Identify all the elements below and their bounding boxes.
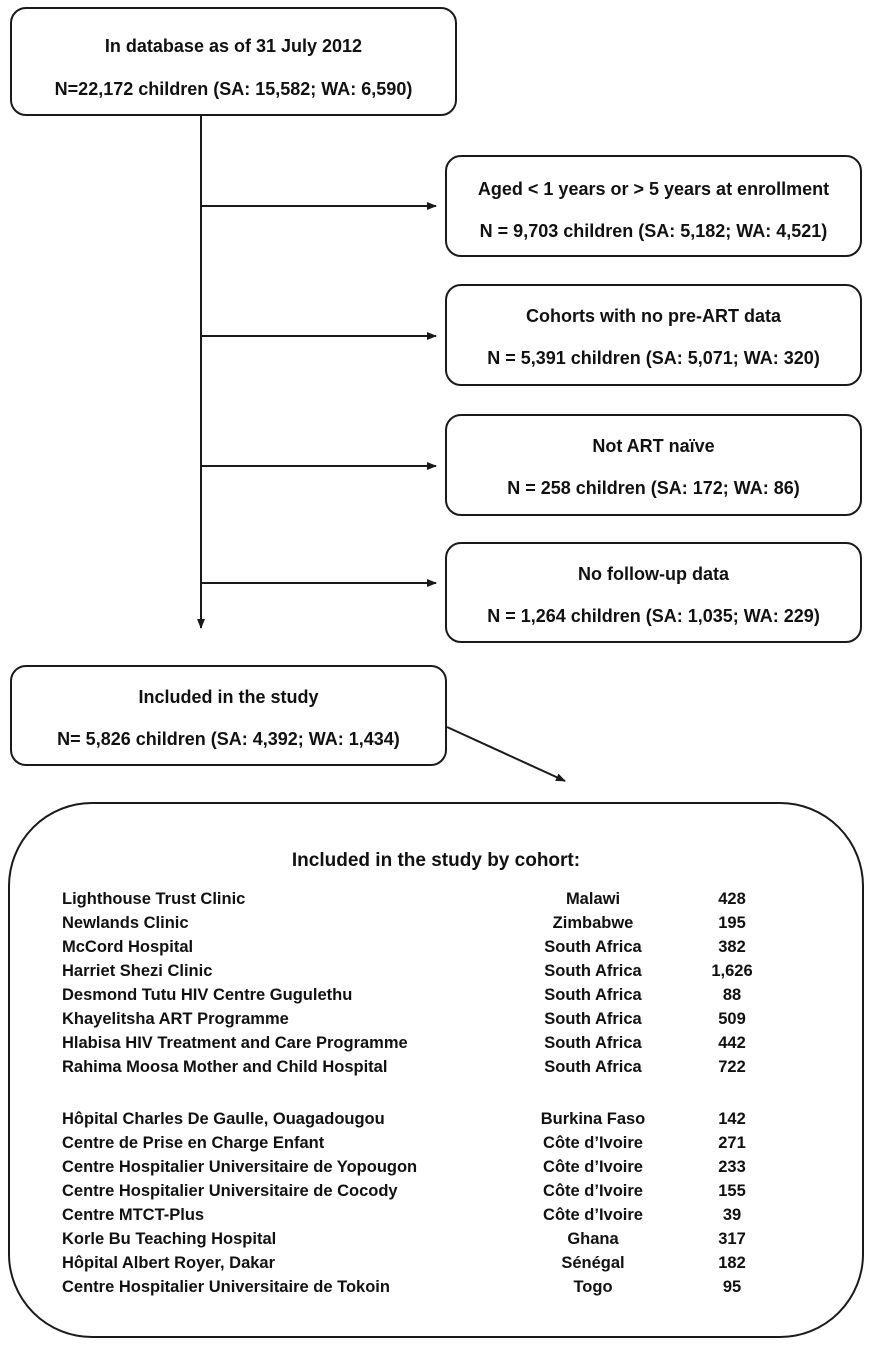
exclusion-box-age: Aged < 1 years or > 5 years at enrollmen… [445, 155, 862, 257]
cohort-country: South Africa [544, 1034, 642, 1052]
cohort-country: Côte d’Ivoire [543, 1182, 643, 1200]
cohort-country: Ghana [567, 1230, 619, 1248]
cohort-name: Centre Hospitalier Universitaire de Coco… [62, 1182, 398, 1200]
exclusion-box-count: N = 9,703 children (SA: 5,182; WA: 4,521… [479, 221, 828, 241]
cohort-country: South Africa [544, 962, 642, 980]
cohort-count: 39 [722, 1206, 742, 1224]
cohort-count: 1,626 [711, 962, 753, 980]
exclusion-box-count: N = 5,391 children (SA: 5,071; WA: 320) [487, 348, 820, 368]
cohort-country: Côte d’Ivoire [543, 1158, 643, 1176]
cohort-count: 233 [718, 1158, 746, 1176]
cohort-count: 142 [718, 1110, 746, 1128]
exclusion-box-title: Not ART naïve [592, 436, 715, 456]
exclusion-box-count: N = 1,264 children (SA: 1,035; WA: 229) [487, 606, 820, 626]
cohort-table-title: Included in the study by cohort: [291, 850, 581, 871]
table-row: Khayelitsha ART Programme South Africa 5… [10, 1010, 862, 1032]
table-row: Centre de Prise en Charge Enfant Côte d’… [10, 1134, 862, 1156]
cohort-count: 95 [722, 1278, 742, 1296]
table-row: Korle Bu Teaching Hospital Ghana 317 [10, 1230, 862, 1252]
cohort-country: Sénégal [561, 1254, 625, 1272]
database-box-count: N=22,172 children (SA: 15,582; WA: 6,590… [54, 79, 413, 99]
cohort-name: Harriet Shezi Clinic [62, 962, 213, 980]
cohort-name: Centre Hospitalier Universitaire de Toko… [62, 1278, 390, 1296]
included-box: Included in the study N= 5,826 children … [10, 665, 447, 766]
cohort-name: Korle Bu Teaching Hospital [62, 1230, 277, 1248]
database-box: In database as of 31 July 2012 N=22,172 … [10, 7, 457, 116]
table-row: Desmond Tutu HIV Centre Gugulethu South … [10, 986, 862, 1008]
exclusion-box-no-follow-up: No follow-up data N = 1,264 children (SA… [445, 542, 862, 643]
cohort-name: Centre MTCT-Plus [62, 1206, 205, 1224]
cohort-country: Togo [573, 1278, 613, 1296]
cohort-count: 155 [718, 1182, 746, 1200]
cohort-count: 182 [718, 1254, 746, 1272]
cohort-name: Khayelitsha ART Programme [62, 1010, 289, 1028]
cohort-name: Hôpital Charles De Gaulle, Ouagadougou [62, 1110, 385, 1128]
cohort-country: South Africa [544, 938, 642, 956]
cohort-count: 442 [718, 1034, 746, 1052]
table-row: Centre Hospitalier Universitaire de Toko… [10, 1278, 862, 1300]
cohort-country: Malawi [565, 890, 621, 908]
cohort-name: Centre de Prise en Charge Enfant [62, 1134, 325, 1152]
cohort-count: 317 [718, 1230, 746, 1248]
table-row: Rahima Moosa Mother and Child Hospital S… [10, 1058, 862, 1080]
table-row: Hlabisa HIV Treatment and Care Programme… [10, 1034, 862, 1056]
table-row: Centre Hospitalier Universitaire de Coco… [10, 1182, 862, 1204]
cohort-country: South Africa [544, 1058, 642, 1076]
included-box-count: N= 5,826 children (SA: 4,392; WA: 1,434) [57, 729, 400, 749]
cohort-country: Zimbabwe [552, 914, 634, 932]
table-row: Hôpital Albert Royer, Dakar Sénégal 182 [10, 1254, 862, 1276]
cohort-count: 509 [718, 1010, 746, 1028]
cohort-count: 271 [718, 1134, 746, 1152]
table-row: Centre MTCT-Plus Côte d’Ivoire 39 [10, 1206, 862, 1228]
table-row: Newlands Clinic Zimbabwe 195 [10, 914, 862, 936]
exclusion-box-no-pre-art: Cohorts with no pre-ART data N = 5,391 c… [445, 284, 862, 386]
cohort-name: Desmond Tutu HIV Centre Gugulethu [62, 986, 353, 1004]
included-box-title: Included in the study [138, 687, 319, 707]
exclusion-box-not-naive: Not ART naïve N = 258 children (SA: 172;… [445, 414, 862, 516]
cohort-country: South Africa [544, 986, 642, 1004]
cohort-country: South Africa [544, 1010, 642, 1028]
cohort-name: McCord Hospital [62, 938, 194, 956]
exclusion-box-title: Cohorts with no pre-ART data [526, 306, 781, 326]
cohort-table-box: Included in the study by cohort: Lightho… [8, 802, 864, 1338]
cohort-count: 722 [718, 1058, 746, 1076]
exclusion-box-title: Aged < 1 years or > 5 years at enrollmen… [477, 179, 830, 199]
cohort-name: Rahima Moosa Mother and Child Hospital [62, 1058, 388, 1076]
cohort-country: Côte d’Ivoire [543, 1134, 643, 1152]
cohort-count: 195 [718, 914, 746, 932]
exclusion-box-title: No follow-up data [578, 564, 729, 584]
table-row: Lighthouse Trust Clinic Malawi 428 [10, 890, 862, 912]
table-row: McCord Hospital South Africa 382 [10, 938, 862, 960]
exclusion-box-count: N = 258 children (SA: 172; WA: 86) [507, 478, 800, 498]
cohort-name: Lighthouse Trust Clinic [62, 890, 246, 908]
table-row: Hôpital Charles De Gaulle, Ouagadougou B… [10, 1110, 862, 1132]
cohort-name: Hlabisa HIV Treatment and Care Programme [62, 1034, 408, 1052]
cohort-name: Newlands Clinic [62, 914, 189, 932]
table-row: Harriet Shezi Clinic South Africa 1,626 [10, 962, 862, 984]
cohort-country: Burkina Faso [540, 1110, 646, 1128]
cohort-name: Centre Hospitalier Universitaire de Yopo… [62, 1158, 418, 1176]
included-to-cohort-arrow [446, 726, 566, 782]
cohort-count: 382 [718, 938, 746, 956]
table-row: Centre Hospitalier Universitaire de Yopo… [10, 1158, 862, 1180]
database-box-title: In database as of 31 July 2012 [104, 36, 363, 56]
cohort-count: 428 [718, 890, 746, 908]
cohort-count: 88 [722, 986, 742, 1004]
cohort-name: Hôpital Albert Royer, Dakar [62, 1254, 276, 1272]
cohort-country: Côte d’Ivoire [543, 1206, 643, 1224]
